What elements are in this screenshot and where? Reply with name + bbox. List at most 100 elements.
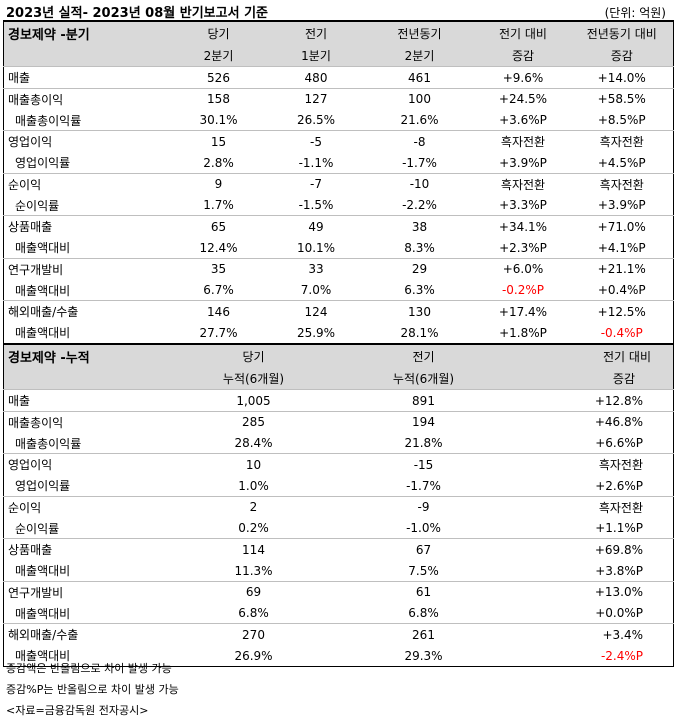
column-header: 전기 [338, 344, 509, 367]
cell-value: 480 [304, 70, 328, 85]
column-subheader: 2분기 [363, 44, 476, 67]
cell-value: -1.1% [298, 155, 334, 170]
cell-value: 25.9% [296, 325, 336, 340]
cell-value: 30.1% [199, 113, 238, 127]
cell-value: -1.5% [298, 198, 334, 212]
column-header: 당기 [168, 344, 339, 367]
column-header: 당기 [168, 21, 269, 44]
cell-value: 0.2% [238, 521, 269, 535]
cell-value: +17.4% [498, 304, 548, 319]
cell-value: +4.1%P [597, 240, 646, 255]
table-row: 연구개발비 69 61 +13.0% [3, 581, 674, 603]
unit-label: (단위: 억원) [604, 6, 666, 20]
table-row: 영업이익률 1.0% -1.7% +2.6%P [4, 475, 674, 496]
row-label: 매출 [8, 71, 31, 85]
cell-value: 2 [249, 500, 258, 514]
quarterly-table: 경보제약 -분기 당기 전기 전년동기 전기 대비 전년동기 대비 2분기 1분… [3, 20, 674, 344]
cell-value: 21.6% [400, 113, 439, 127]
cell-value: 33 [308, 262, 324, 276]
table-row: 매출액대비 6.7% 7.0% 6.3% -0.2%P +0.4%P [4, 280, 674, 301]
cell-value: 100 [408, 92, 431, 106]
column-header: 전년동기 [363, 21, 476, 44]
table-row: 상품매출 114 67 +69.8% [3, 538, 674, 561]
cell-value: 7.0% [300, 283, 332, 297]
cell-value: +24.5% [498, 92, 548, 106]
cell-value: -1.0% [406, 521, 441, 535]
table-row: 매출액대비 27.7% 25.9% 28.1% +1.8%P -0.4%P [4, 322, 674, 344]
quarterly-header-row-2: 2분기 1분기 2분기 증감 증감 [3, 44, 674, 67]
row-label: 해외매출/수출 [8, 305, 79, 319]
row-label: 영업이익 [8, 135, 53, 149]
cell-value: -5 [310, 134, 322, 149]
cell-value: -0.4%P [600, 325, 643, 340]
cell-value: -9 [417, 500, 430, 514]
table-row: 연구개발비 35 33 29 +6.0% +21.1% [3, 258, 674, 280]
column-header: 전기 대비 [508, 344, 674, 367]
row-label: 영업이익률 [15, 479, 71, 493]
cell-value: +3.6%P [499, 113, 547, 127]
cell-value: +3.3%P [499, 198, 547, 212]
row-label: 연구개발비 [8, 262, 64, 277]
row-label: 순이익률 [15, 521, 60, 536]
cell-value: 흑자전환 [599, 135, 644, 149]
cell-value: 26.5% [296, 113, 336, 127]
cell-value: 흑자전환 [500, 177, 546, 192]
cell-value: 흑자전환 [598, 458, 643, 472]
row-label: 매출총이익 [8, 415, 64, 430]
cell-value: 6.8% [408, 606, 439, 620]
cumulative-section-title: 경보제약 -누적 [3, 344, 169, 367]
cell-value: 461 [408, 70, 431, 85]
cell-value: +2.6%P [595, 478, 643, 493]
cell-value: 67 [415, 542, 432, 557]
row-label: 매출총이익률 [15, 436, 82, 451]
quarterly-header-row-1: 경보제약 -분기 당기 전기 전년동기 전기 대비 전년동기 대비 [3, 21, 674, 44]
table-row: 매출총이익 158 127 100 +24.5% +58.5% [3, 88, 674, 110]
cell-value: +69.8% [594, 542, 643, 557]
cell-value: +58.5% [597, 92, 646, 106]
report-title: 2023년 실적- 2023년 08월 반기보고서 기준 [6, 6, 268, 21]
cell-value: 9 [214, 177, 223, 191]
cell-value: 흑자전환 [500, 135, 546, 149]
table-row: 매출총이익률 28.4% 21.8% +6.6%P [4, 433, 674, 454]
table-row: 매출총이익 285 194 +46.8% [3, 411, 674, 433]
table-row: 매출액대비 12.4% 10.1% 8.3% +2.3%P +4.1%P [4, 237, 674, 258]
cell-value: 12.4% [199, 240, 238, 255]
column-header: 전년동기 대비 [570, 21, 674, 44]
cell-value: 29.3% [404, 648, 443, 663]
footnote: 증감%P는 반올림으로 차이 발생 가능 [6, 683, 179, 696]
cell-value: +71.0% [597, 219, 646, 234]
column-subheader: 2분기 [168, 44, 269, 67]
column-header: 전기 [268, 21, 364, 44]
table-row: 매출액대비 11.3% 7.5% +3.8%P [4, 560, 674, 581]
cell-value: 26.9% [234, 648, 273, 663]
row-label: 매출액대비 [15, 649, 71, 663]
cell-value: 270 [242, 627, 265, 642]
cell-value: +6.6%P [595, 436, 643, 450]
cell-value: 35 [210, 262, 227, 276]
cell-value: +3.9%P [597, 198, 646, 212]
cell-value: 891 [412, 393, 435, 408]
cell-value: 28.1% [400, 325, 439, 340]
cell-value: +12.5% [597, 304, 646, 319]
cell-value: +3.9%P [499, 155, 547, 170]
column-subheader: 누적(6개월) [168, 367, 339, 390]
cell-value: 65 [210, 219, 227, 234]
cell-value: +8.5%P [597, 113, 646, 127]
row-label: 매출총이익 [8, 92, 64, 107]
cell-value: +9.6% [502, 70, 544, 85]
quarterly-section-title: 경보제약 -분기 [3, 21, 169, 44]
table-row: 순이익률 0.2% -1.0% +1.1%P [4, 518, 674, 539]
row-label: 해외매출/수출 [8, 628, 79, 642]
row-label: 매출액대비 [15, 241, 71, 255]
row-label: 순이익 [8, 500, 42, 515]
cell-value: 114 [242, 542, 265, 557]
cell-value: 261 [412, 627, 435, 642]
cell-value: +0.4%P [597, 283, 646, 297]
cell-value: 10.1% [296, 240, 336, 255]
table-row: 매출 526 480 461 +9.6% +14.0% [3, 66, 674, 89]
table-row: 상품매출 65 49 38 +34.1% +71.0% [3, 215, 674, 238]
table-row: 매출총이익률 30.1% 26.5% 21.6% +3.6%P +8.5%P [4, 110, 674, 131]
cell-value: 8.3% [404, 240, 435, 255]
cell-value: 38 [411, 219, 428, 234]
table-row: 매출 1,005 891 +12.8% [3, 389, 674, 412]
